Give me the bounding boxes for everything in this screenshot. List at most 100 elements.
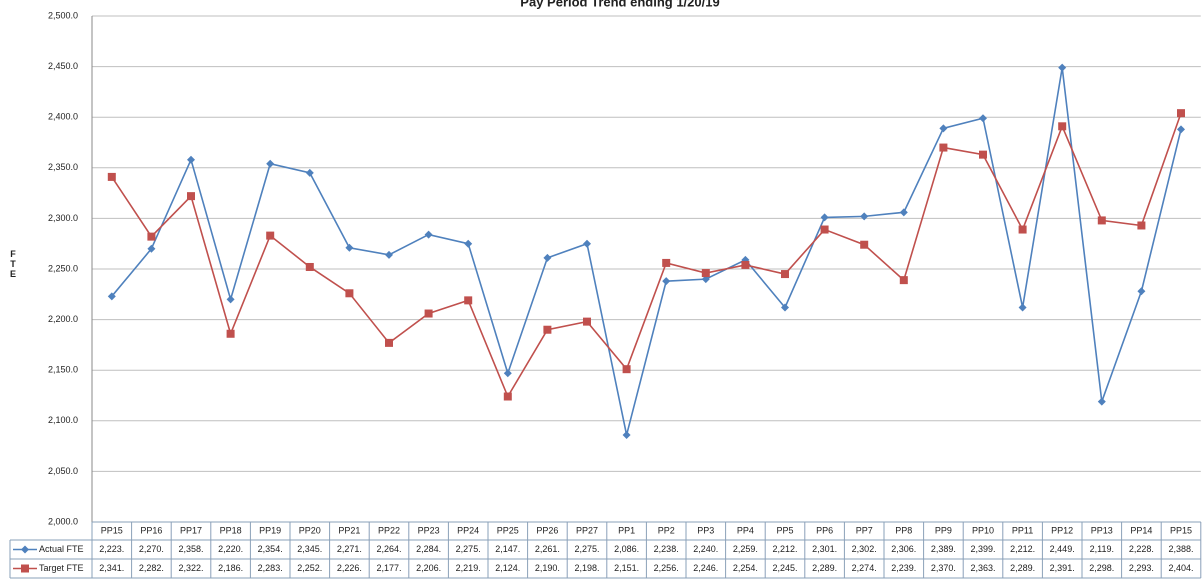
marker <box>464 239 473 248</box>
x-tick-label: PP21 <box>338 525 360 535</box>
table-value: 2,239. <box>891 563 916 573</box>
marker <box>1097 397 1106 406</box>
x-tick-label: PP3 <box>697 525 714 535</box>
marker <box>1018 225 1027 234</box>
x-tick-label: PP4 <box>737 525 754 535</box>
x-tick-label: PP19 <box>259 525 281 535</box>
marker <box>226 295 235 304</box>
marker <box>147 244 156 253</box>
marker <box>543 253 552 262</box>
table-value: 2,252. <box>297 563 322 573</box>
table-value: 2,270. <box>139 544 164 554</box>
marker <box>305 168 314 177</box>
y-tick-label: 2,000.0 <box>48 516 78 526</box>
table-value: 2,246. <box>693 563 718 573</box>
table-value: 2,289. <box>812 563 837 573</box>
marker <box>899 276 908 285</box>
y-tick-label: 2,350.0 <box>48 162 78 172</box>
legend-marker <box>21 564 29 573</box>
marker <box>464 296 473 305</box>
x-tick-label: PP8 <box>895 525 912 535</box>
marker <box>662 277 671 286</box>
table-value: 2,306. <box>891 544 916 554</box>
table-value: 2,293. <box>1129 563 1154 573</box>
marker <box>979 114 987 123</box>
x-tick-label: PP22 <box>378 525 400 535</box>
series-line <box>111 67 1182 436</box>
table-value: 2,228. <box>1129 544 1154 554</box>
marker <box>781 303 789 312</box>
chart-title: Pay Period Trend ending 1/20/19 <box>520 0 719 9</box>
table-value: 2,389. <box>931 544 956 554</box>
table-value: 2,275. <box>574 544 599 554</box>
table-value: 2,358. <box>178 544 203 554</box>
marker <box>979 150 987 159</box>
x-tick-label: PP9 <box>935 525 952 535</box>
table-value: 2,370. <box>931 563 956 573</box>
marker <box>701 275 710 284</box>
legend-label: Target FTE <box>39 563 84 573</box>
marker <box>345 289 354 298</box>
table-value: 2,289. <box>1010 563 1035 573</box>
x-tick-label: PP12 <box>1051 525 1073 535</box>
table-value: 2,322. <box>178 563 203 573</box>
table-value: 2,341. <box>99 563 124 573</box>
table-value: 2,345. <box>297 544 322 554</box>
table-value: 2,298. <box>1089 563 1114 573</box>
table-value: 2,388. <box>1168 544 1193 554</box>
table-value: 2,391. <box>1050 563 1075 573</box>
x-tick-label: PP24 <box>457 525 479 535</box>
marker <box>1177 125 1185 134</box>
table-value: 2,212. <box>772 544 797 554</box>
marker <box>899 208 908 217</box>
marker <box>503 369 512 378</box>
table-value: 2,226. <box>337 563 362 573</box>
marker <box>266 231 275 240</box>
table-value: 2,302. <box>852 544 877 554</box>
table-value: 2,354. <box>258 544 283 554</box>
marker <box>385 338 393 347</box>
table-value: 2,086. <box>614 544 639 554</box>
marker <box>781 270 789 279</box>
legend-marker <box>21 545 29 554</box>
y-tick-label: 2,250.0 <box>48 263 78 273</box>
marker <box>187 192 195 201</box>
table-value: 2,256. <box>654 563 679 573</box>
table-value: 2,186. <box>218 563 243 573</box>
table-value: 2,363. <box>970 563 995 573</box>
x-tick-label: PP14 <box>1130 525 1152 535</box>
y-tick-label: 2,500.0 <box>48 10 78 20</box>
marker <box>1137 221 1146 230</box>
marker <box>187 155 195 164</box>
table-value: 2,404. <box>1168 563 1193 573</box>
table-value: 2,147. <box>495 544 520 554</box>
marker <box>1137 287 1146 296</box>
x-tick-label: PP13 <box>1091 525 1113 535</box>
table-value: 2,264. <box>376 544 401 554</box>
marker <box>385 250 393 259</box>
table-value: 2,190. <box>535 563 560 573</box>
y-tick-label: 2,450.0 <box>48 61 78 71</box>
x-tick-label: PP20 <box>299 525 321 535</box>
y-tick-label: 2,150.0 <box>48 365 78 375</box>
table-value: 2,177. <box>376 563 401 573</box>
table-value: 2,261. <box>535 544 560 554</box>
x-tick-label: PP25 <box>497 525 519 535</box>
marker <box>107 292 116 301</box>
table-value: 2,282. <box>139 563 164 573</box>
table-value: 2,275. <box>456 544 481 554</box>
x-tick-label: PP5 <box>776 525 793 535</box>
marker <box>1058 122 1067 131</box>
x-tick-label: PP10 <box>972 525 994 535</box>
table-value: 2,245. <box>772 563 797 573</box>
table-value: 2,151. <box>614 563 639 573</box>
marker <box>820 225 829 234</box>
table-value: 2,399. <box>970 544 995 554</box>
table-value: 2,220. <box>218 544 243 554</box>
table-value: 2,259. <box>733 544 758 554</box>
marker <box>701 269 710 278</box>
marker <box>543 325 552 334</box>
